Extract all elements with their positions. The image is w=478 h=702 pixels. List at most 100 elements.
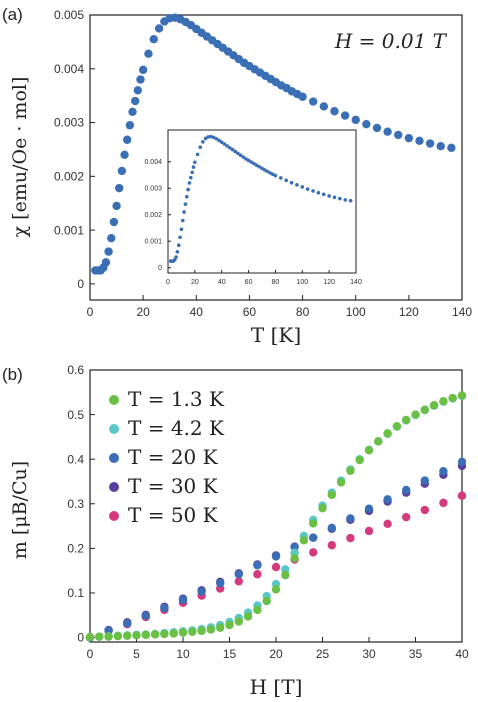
inset-data-point (244, 157, 248, 161)
panel-b: (b) 0 5 10 15 20 25 30 35 4000.10.20.30.40.50.6 … (2, 363, 469, 699)
panel-b-data-point (457, 491, 467, 500)
panel-b-data-point (216, 578, 225, 588)
inset-x-tick-label: 40 (218, 279, 226, 286)
inset-data-point (241, 155, 245, 159)
panel-a-points (91, 13, 456, 275)
panel-b-data-point (402, 415, 411, 425)
legend-marker (109, 424, 119, 434)
inset-data-point (183, 202, 188, 206)
inset-data-point (284, 178, 288, 183)
inset-data-point (233, 149, 237, 154)
panel-b-data-point (364, 504, 374, 513)
inset-y-tick-label: 0 (158, 265, 162, 272)
panel-b-y-label: m [μB/Cu] (9, 461, 31, 559)
inset-data-point (238, 153, 243, 157)
panel-b-data-point (411, 410, 420, 419)
panel-b-y-tick-label: 0.4 (67, 452, 84, 466)
inset-data-point (198, 145, 203, 150)
panel-b-data-point (402, 512, 411, 522)
panel-b-x-tick-label: 25 (316, 647, 330, 661)
panel-b-x-tick-label: 35 (409, 647, 423, 661)
panel-a-x-tick-label: 80 (296, 305, 310, 319)
panel-b-data-point (271, 585, 281, 594)
panel-b-data-point (160, 629, 169, 639)
panel-b-data-point (327, 541, 336, 550)
panel-b-data-point (188, 627, 197, 636)
panel-a-data-point (136, 75, 145, 84)
panel-b-data-point (178, 595, 188, 605)
panel-b-data-point (262, 596, 271, 606)
panel-b-data-point (243, 612, 253, 621)
panel-a-x-tick-label: 140 (452, 305, 472, 319)
panel-a-frame (89, 14, 463, 301)
panel-b-data-point (420, 476, 429, 485)
panel-b-data-point (253, 570, 262, 579)
panel-b-data-point (271, 552, 281, 561)
inset-data-point (190, 170, 194, 175)
panel-a-y-tick-label: 0 (77, 277, 84, 291)
panel-a-x-label: T [K] (251, 323, 301, 347)
panel-a-data-point (415, 136, 424, 146)
panel-b-data-point (113, 632, 123, 641)
panel-b-y-tick-label: 0.6 (67, 363, 84, 377)
legend-marker (109, 453, 119, 463)
inset-data-point (217, 138, 221, 143)
panel-b-data-point (346, 514, 355, 523)
legend-marker (109, 482, 119, 492)
inset-data-point (254, 163, 259, 168)
panel-b-data-point (85, 632, 95, 642)
inset-data-point (327, 194, 331, 198)
panel-a-data-point (330, 107, 339, 116)
panel-b-data-point (364, 446, 374, 455)
panel-a-x-tick-label: 60 (243, 305, 257, 319)
panel-b-data-point (225, 620, 234, 630)
panel-b-data-point (457, 391, 467, 400)
panel-b-data-point (318, 504, 327, 513)
inset-data-point (214, 136, 219, 141)
panel-a-annotation: H = 0.01 T (334, 29, 448, 53)
inset-data-point (179, 227, 184, 232)
panel-a: (a) 0 20 40 60 80 100 120 140 0 0.001 0.002 0.003 0.… (2, 5, 472, 347)
panel-b-ticks: 0 5 10 15 20 25 30 35 40 0 0.1 0.2 0.3 0.4 0.5 0.6 (67, 363, 469, 661)
legend-entry: T = 30 K (128, 474, 219, 498)
panel-b-data-point (290, 542, 299, 552)
inset-x-tick-label: 0 (166, 279, 170, 286)
inset-data-point (227, 145, 232, 150)
panel-a-data-point (130, 96, 140, 106)
panel-b-data-point (253, 605, 262, 615)
inset-x-tick-label: 120 (323, 279, 335, 286)
inset-data-point (311, 189, 315, 193)
panel-b-data-point (206, 625, 216, 634)
inset-data-point (230, 147, 235, 152)
panel-a-data-point (319, 102, 329, 111)
panel-a-data-point (125, 121, 135, 130)
inset-y-tick-label: 0.001 (144, 239, 162, 246)
inset-data-point (246, 158, 251, 163)
panel-b-x-tick-label: 5 (133, 647, 140, 661)
inset-data-point (180, 218, 185, 223)
inset-data-point (236, 151, 240, 156)
legend-entry: T = 1.3 K (128, 387, 225, 411)
panel-a-data-point (123, 135, 132, 144)
panel-b-data-point (327, 523, 336, 533)
inset-data-point (262, 168, 267, 172)
panel-a-data-point (383, 127, 392, 136)
panel-b-x-tick-label: 10 (176, 647, 190, 661)
panel-b-y-tick-label: 0.3 (67, 497, 84, 511)
panel-a-data-point (120, 150, 129, 160)
panel-b-data-point (197, 587, 206, 596)
panel-a-data-point (107, 233, 116, 243)
inset-data-point (260, 166, 264, 171)
panel-b-data-point (392, 421, 402, 431)
panel-b-data-point (420, 405, 429, 414)
panel-a-y-label: χ [emu/Oe · mol] (9, 77, 31, 238)
panel-a-data-point (144, 49, 153, 58)
panel-a-data-point (394, 130, 403, 140)
panel-a-data-point (117, 166, 127, 176)
panel-a-x-tick-label: 20 (136, 305, 150, 319)
panel-a-data-point (109, 217, 119, 227)
inset-data-point (201, 140, 205, 144)
panel-b-data-point (281, 570, 290, 580)
panel-b-y-tick-label: 0 (77, 631, 84, 645)
